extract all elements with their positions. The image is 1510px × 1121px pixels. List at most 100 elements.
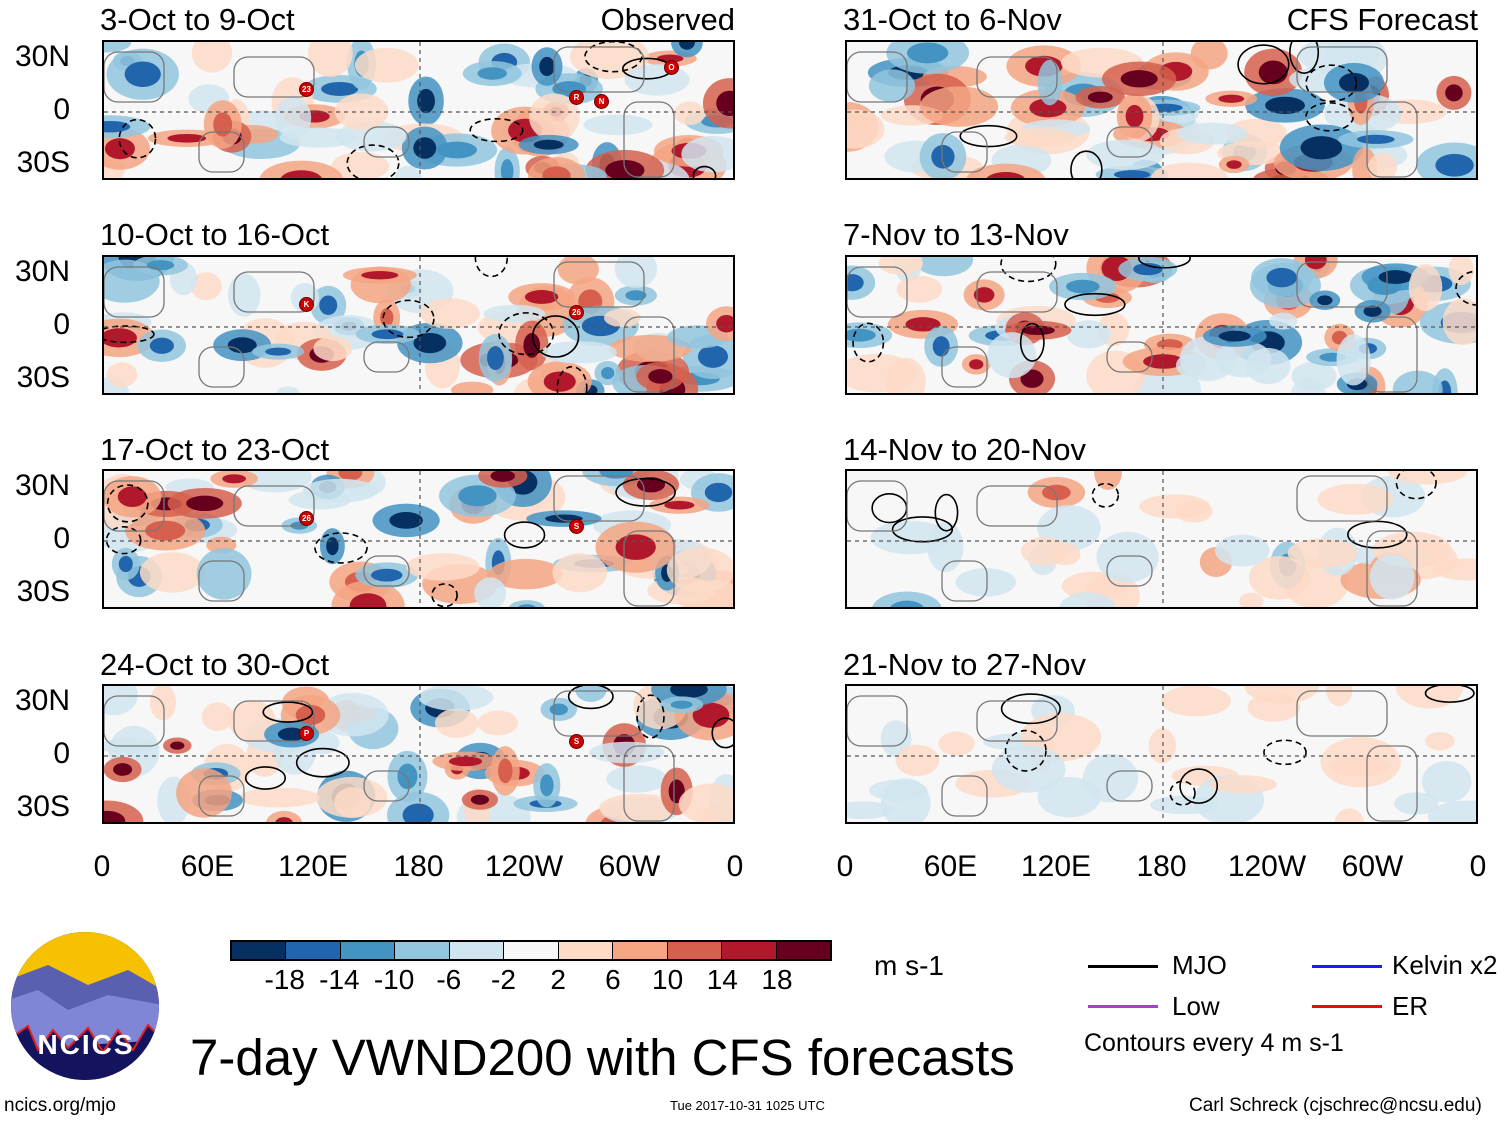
colorbar-label: -2 xyxy=(491,964,516,995)
anomaly-blob xyxy=(1094,471,1122,490)
anomaly-core xyxy=(847,274,864,292)
panel-title: 10-Oct to 16-Oct xyxy=(100,217,330,252)
coastline xyxy=(623,316,675,393)
mjo-contour xyxy=(503,521,546,549)
anomaly-core xyxy=(146,260,175,271)
anomaly-core xyxy=(1266,267,1298,288)
mjo-contour xyxy=(567,686,614,710)
anomaly-core xyxy=(113,763,133,776)
anomaly-blob xyxy=(847,353,917,393)
anomaly-blob xyxy=(1388,471,1468,485)
coastline xyxy=(363,770,410,802)
anomaly-core xyxy=(1435,153,1474,177)
y-tick-label: 0 xyxy=(53,93,70,126)
anomaly-blob xyxy=(191,42,233,73)
anomaly-core xyxy=(417,88,435,114)
coastline xyxy=(198,131,245,173)
mjo-contour xyxy=(615,477,676,507)
storm-marker: 26 xyxy=(299,511,314,526)
panel-title: 31-Oct to 6-Nov xyxy=(843,2,1062,37)
coastline xyxy=(1296,46,1388,93)
y-tick-label: 30N xyxy=(14,469,70,502)
anomaly-blob xyxy=(1269,312,1298,330)
anomaly-blob xyxy=(201,702,234,731)
mjo-contour xyxy=(1237,44,1290,85)
anomaly-blob xyxy=(938,731,975,756)
anomaly-core xyxy=(599,471,634,479)
coastline xyxy=(198,775,245,817)
anomaly-core xyxy=(1042,484,1071,501)
coastline xyxy=(1106,770,1153,802)
coastline xyxy=(941,346,988,388)
anomaly-core xyxy=(275,817,293,822)
anomaly-core xyxy=(704,482,733,503)
storm-marker: R xyxy=(569,90,584,105)
anomaly-core xyxy=(678,42,695,50)
footer-timestamp: Tue 2017-10-31 1025 UTC xyxy=(670,1098,825,1113)
anomaly-core xyxy=(170,741,185,750)
anomaly-core xyxy=(1065,279,1100,294)
anomaly-blob xyxy=(666,547,733,593)
coastline xyxy=(198,346,245,388)
anomaly-blob xyxy=(529,93,580,141)
anomaly-blob xyxy=(477,710,519,736)
anomaly-blob xyxy=(681,135,733,173)
coastline xyxy=(976,700,1058,742)
anomaly-blob xyxy=(575,686,607,702)
anomaly-core xyxy=(1218,94,1245,103)
anomaly-blob xyxy=(420,298,480,329)
x-tick-label: 60E xyxy=(923,850,978,883)
coastline xyxy=(941,775,988,817)
anomaly-blob xyxy=(870,520,950,555)
anomaly-blob xyxy=(1214,534,1270,567)
anomaly-blob xyxy=(474,577,507,607)
anomaly-core xyxy=(1020,369,1044,388)
mjo-contour xyxy=(959,124,1018,148)
coastline xyxy=(104,695,165,747)
coastline xyxy=(104,51,165,103)
anomaly-core xyxy=(931,144,955,169)
coastline xyxy=(976,56,1058,98)
anomaly-core xyxy=(540,774,554,797)
mjo-contour xyxy=(1000,693,1061,725)
y-tick-label: 0 xyxy=(53,308,70,341)
anomaly-blob xyxy=(678,783,733,822)
anomaly-core xyxy=(523,333,541,358)
coastline xyxy=(623,101,675,178)
coastline xyxy=(1366,101,1418,178)
storm-marker: S xyxy=(569,519,584,534)
x-tick-label: 60W xyxy=(598,850,661,883)
anomaly-blob xyxy=(557,257,599,285)
mjo-contour xyxy=(1424,686,1475,703)
anomaly-field xyxy=(847,686,1476,822)
coastline xyxy=(233,485,315,527)
anomaly-core xyxy=(847,328,876,342)
anomaly-core xyxy=(601,366,615,380)
anomaly-core xyxy=(338,471,363,481)
y-tick-label: 30N xyxy=(14,684,70,717)
anomaly-field xyxy=(847,42,1476,178)
colorbar-label: 6 xyxy=(605,964,621,995)
footer-url[interactable]: ncics.org/mjo xyxy=(4,1095,116,1116)
anomaly-blob xyxy=(868,69,916,103)
anomaly-blob xyxy=(1149,795,1219,815)
anomaly-core xyxy=(397,763,418,790)
anomaly-core xyxy=(265,347,292,356)
legend-low-label: Low xyxy=(1172,991,1220,1021)
anomaly-core xyxy=(371,329,404,340)
coastline xyxy=(1106,341,1153,373)
panel-title: 14-Nov to 20-Nov xyxy=(843,432,1086,467)
anomaly-blob xyxy=(418,686,494,711)
anomaly-core xyxy=(1029,98,1067,118)
anomaly-blob xyxy=(139,552,205,593)
coastline xyxy=(363,126,410,158)
anomaly-core xyxy=(1445,84,1463,102)
anomaly-blob xyxy=(614,257,658,288)
colorbar-label: -10 xyxy=(373,964,415,995)
anomaly-blob xyxy=(334,787,371,818)
mjo-contour xyxy=(474,257,509,278)
anomaly-core xyxy=(149,337,174,354)
colorbar-label: -14 xyxy=(319,964,360,995)
anomaly-blob xyxy=(394,165,423,178)
anomaly-blob xyxy=(541,341,617,364)
